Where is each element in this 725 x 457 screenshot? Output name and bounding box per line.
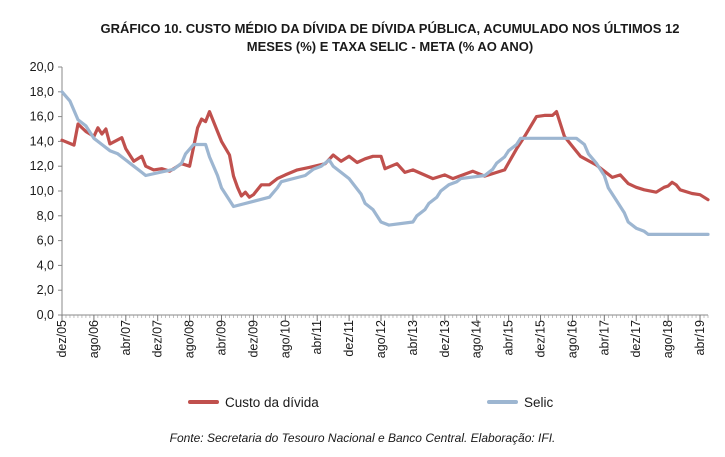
x-tick-label: abr/07	[119, 320, 133, 355]
x-tick-label: ago/10	[278, 320, 292, 358]
chart-title-line-2: MESES (%) E TAXA SELIC - META (% AO ANO)	[246, 39, 534, 54]
x-axis-ticks: dez/05 ago/06 abr/07 dez/07 ago/08 abr/09 dez/…	[55, 315, 709, 358]
x-tick-label: abr/13	[406, 320, 420, 355]
legend-swatch-custo	[188, 400, 219, 405]
x-tick-label: ago/14	[470, 320, 484, 358]
y-tick-label: 6,0	[37, 234, 54, 248]
y-tick-label: 16,0	[30, 110, 54, 124]
y-tick-label: 8,0	[37, 209, 54, 223]
y-tick-label: 14,0	[30, 134, 54, 148]
x-tick-label: dez/15	[534, 320, 548, 358]
legend-item-custo: Custo da dívida	[188, 394, 319, 414]
x-tick-label: abr/19	[693, 320, 707, 355]
chart-title: GRÁFICO 10. CUSTO MÉDIO DA DÍVIDA DE DÍV…	[60, 20, 720, 56]
x-tick-label: abr/17	[597, 320, 611, 355]
x-tick-label: abr/15	[502, 320, 516, 355]
chart-source: Fonte: Secretaria do Tesouro Nacional e …	[169, 431, 556, 445]
series-line-custo	[60, 109, 710, 202]
x-tick-label: dez/11	[342, 320, 356, 357]
x-tick-label: dez/05	[55, 320, 69, 358]
x-tick-label: ago/06	[87, 320, 101, 358]
legend-item-selic: Selic	[487, 394, 553, 414]
y-axis-ticks: 0,0 2,0 4,0 6,0 8,0 10,0 12,0 14,0 16,0 18,0 20,0	[30, 60, 62, 322]
x-tick-label: dez/13	[438, 320, 452, 358]
y-tick-label: 20,0	[30, 60, 54, 74]
series-lines	[60, 90, 710, 236]
legend-label-custo: Custo da dívida	[225, 394, 319, 410]
x-tick-label: dez/07	[151, 320, 165, 358]
legend-label-selic: Selic	[524, 394, 554, 410]
series-line-selic	[60, 90, 710, 236]
x-tick-label: dez/17	[629, 320, 643, 358]
legend-swatch-selic	[487, 400, 518, 405]
x-tick-label: ago/12	[374, 320, 388, 358]
y-tick-label: 0,0	[37, 308, 54, 322]
y-tick-label: 2,0	[37, 283, 54, 297]
x-tick-label: abr/09	[215, 320, 229, 355]
x-tick-label: ago/08	[183, 320, 197, 358]
y-tick-label: 18,0	[30, 85, 54, 99]
y-tick-label: 12,0	[30, 159, 54, 173]
y-tick-label: 4,0	[37, 258, 54, 272]
y-tick-label: 10,0	[30, 184, 54, 198]
x-tick-label: ago/18	[661, 320, 675, 358]
x-tick-label: ago/16	[565, 320, 579, 358]
x-tick-label: dez/09	[246, 320, 260, 358]
chart-title-line-1: GRÁFICO 10. CUSTO MÉDIO DA DÍVIDA DE DÍV…	[100, 21, 680, 36]
x-tick-label: abr/11	[310, 320, 324, 355]
